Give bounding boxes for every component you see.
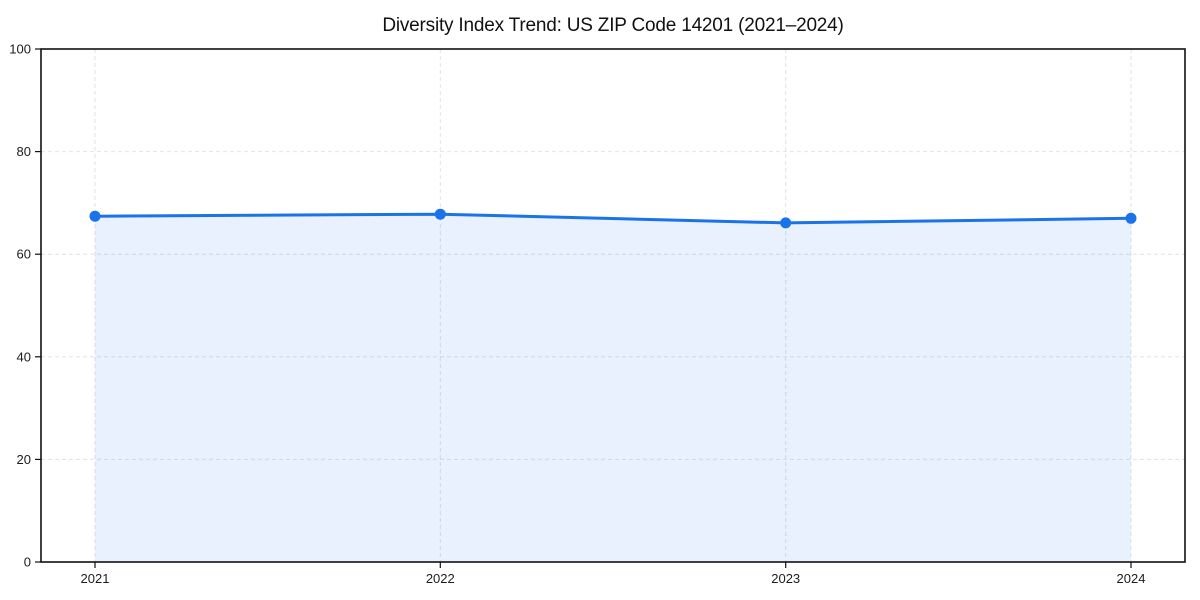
y-tick-label: 60 [17, 247, 31, 262]
y-tick-label: 100 [9, 42, 31, 57]
gridlines [41, 48, 1185, 563]
trend-line [93, 212, 1133, 225]
x-tick-label: 2023 [771, 571, 800, 586]
x-tick-label: 2024 [1117, 571, 1146, 586]
x-tick-label: 2021 [81, 571, 110, 586]
data-point-marker [89, 210, 101, 222]
data-point-marker [780, 217, 792, 229]
area-fill [95, 214, 1131, 562]
data-point-marker [434, 208, 446, 220]
y-axis-tick-labels: 0 20 40 60 80 100 [9, 42, 31, 570]
plot-border [40, 48, 1186, 563]
x-axis-tick-labels: 2021 2022 2023 2024 [81, 571, 1146, 586]
y-tick-label: 20 [17, 452, 31, 467]
chart-title: Diversity Index Trend: US ZIP Code 14201… [382, 15, 843, 36]
x-tick-label: 2022 [426, 571, 455, 586]
y-tick-label: 0 [24, 555, 31, 570]
data-points [89, 208, 1137, 229]
axis-tick-marks [35, 48, 1132, 568]
y-tick-label: 80 [17, 144, 31, 159]
y-tick-label: 40 [17, 349, 31, 364]
data-point-marker [1125, 212, 1137, 224]
